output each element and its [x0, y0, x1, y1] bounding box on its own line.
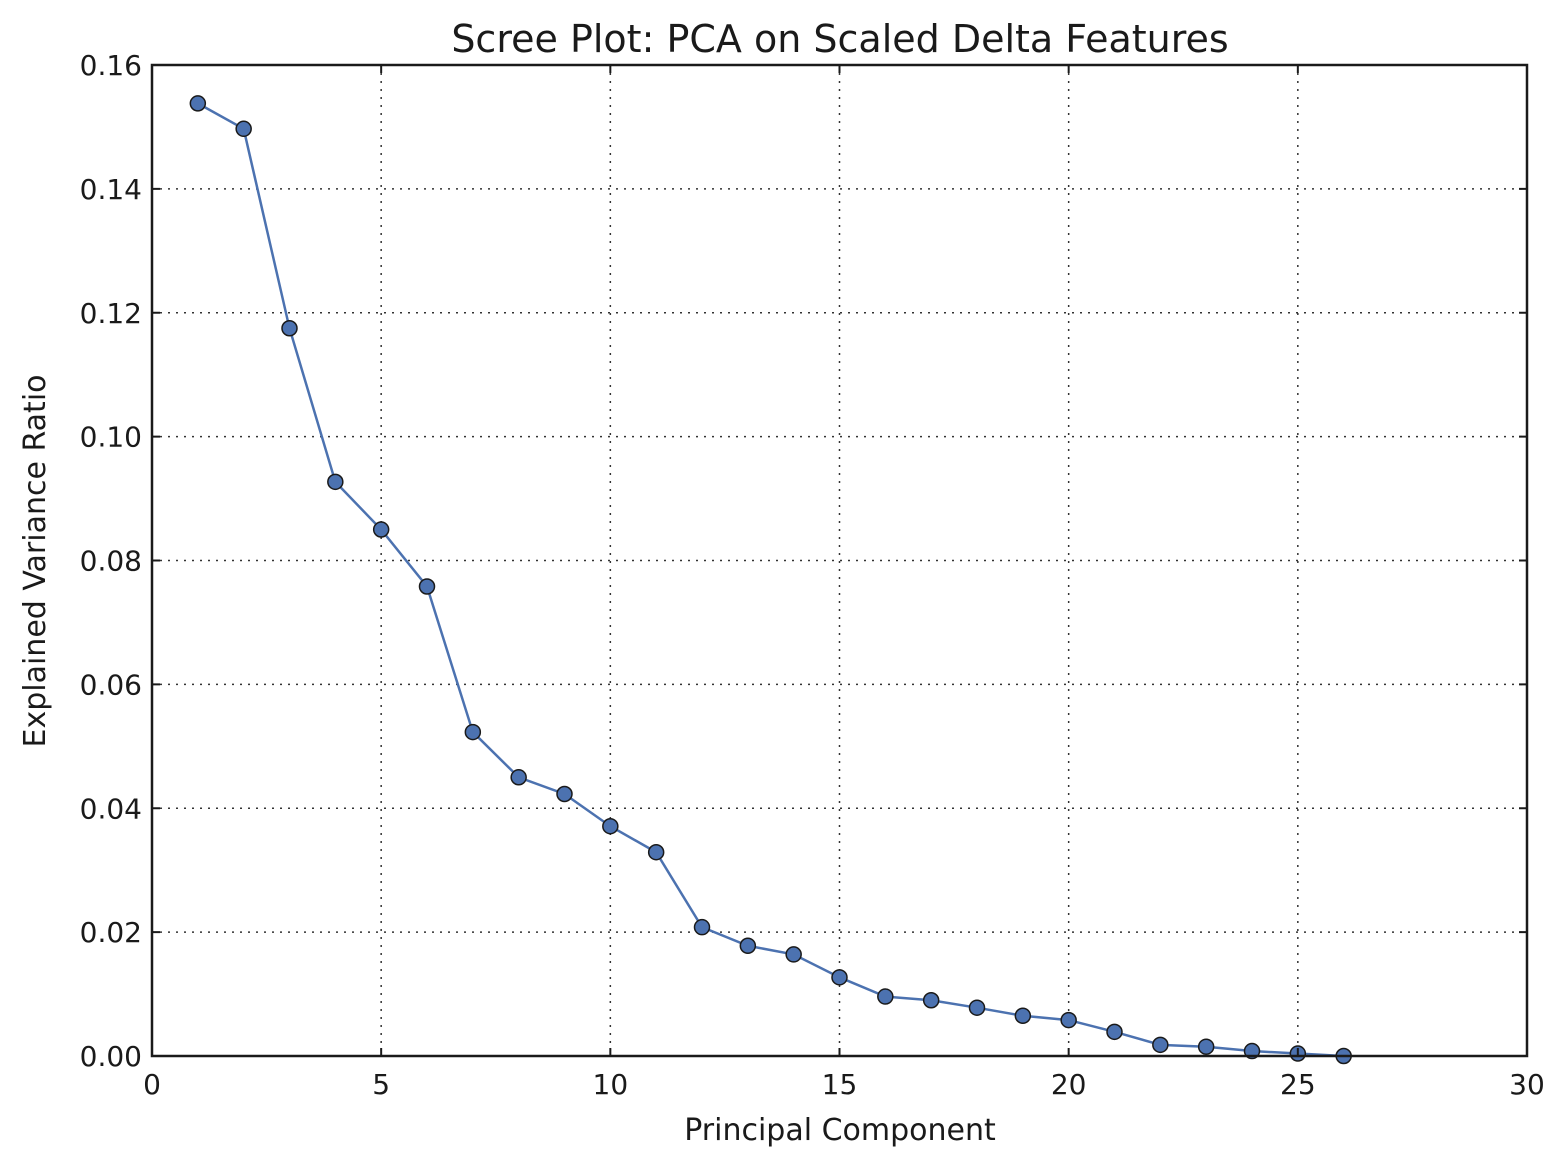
series-line [197, 102, 1344, 1058]
data-point [1014, 1007, 1032, 1024]
grid-lines [152, 65, 1527, 1056]
y-tick-label: 0.02 [80, 916, 142, 949]
data-point [877, 988, 894, 1005]
data-point [693, 918, 711, 936]
y-tick-label: 0.08 [80, 545, 142, 578]
data-point [281, 319, 298, 337]
x-tick-label: 20 [1051, 1068, 1087, 1101]
data-point [739, 937, 757, 955]
y-tick-label: 0.00 [80, 1040, 142, 1073]
data-point [785, 946, 802, 963]
chart-title: Scree Plot: PCA on Scaled Delta Features [451, 17, 1228, 61]
data-point [510, 769, 527, 786]
y-tick-label: 0.14 [80, 173, 142, 206]
data-point [968, 999, 986, 1016]
x-axis-label: Principal Component [684, 1113, 996, 1148]
series-layer [189, 95, 1352, 1065]
y-tick-label: 0.16 [80, 49, 142, 82]
data-point [327, 473, 344, 491]
data-point [418, 578, 436, 595]
data-point [1106, 1023, 1123, 1041]
x-tick-label: 15 [822, 1068, 858, 1101]
data-point [1152, 1036, 1169, 1054]
data-point [189, 95, 207, 112]
data-point [235, 120, 252, 138]
data-point [831, 969, 848, 986]
data-point [556, 785, 573, 803]
data-point [372, 521, 390, 538]
x-tick-labels: 0 5 10 15 20 25 30 [143, 1068, 1545, 1101]
y-tick-label: 0.12 [80, 297, 142, 330]
y-tick-label: 0.04 [80, 792, 142, 825]
data-point [602, 817, 619, 835]
x-tick-label: 25 [1280, 1068, 1316, 1101]
x-tick-label: 5 [372, 1068, 390, 1101]
x-tick-label: 10 [593, 1068, 629, 1101]
x-tick-label: 30 [1509, 1068, 1545, 1101]
y-tick-label: 0.06 [80, 668, 142, 701]
x-tick-label: 0 [143, 1068, 161, 1101]
y-tick-label: 0.10 [80, 421, 142, 454]
data-point [922, 992, 940, 1009]
data-point [1060, 1011, 1077, 1029]
data-point [464, 723, 482, 741]
y-axis-label: Explained Variance Ratio [18, 374, 53, 747]
data-point [647, 843, 665, 861]
y-tick-labels: 0.00 0.02 0.04 0.06 0.08 0.10 0.12 0.14 0.16 [80, 49, 142, 1073]
data-point [1197, 1038, 1215, 1055]
axis-ticks [151, 64, 1528, 1057]
